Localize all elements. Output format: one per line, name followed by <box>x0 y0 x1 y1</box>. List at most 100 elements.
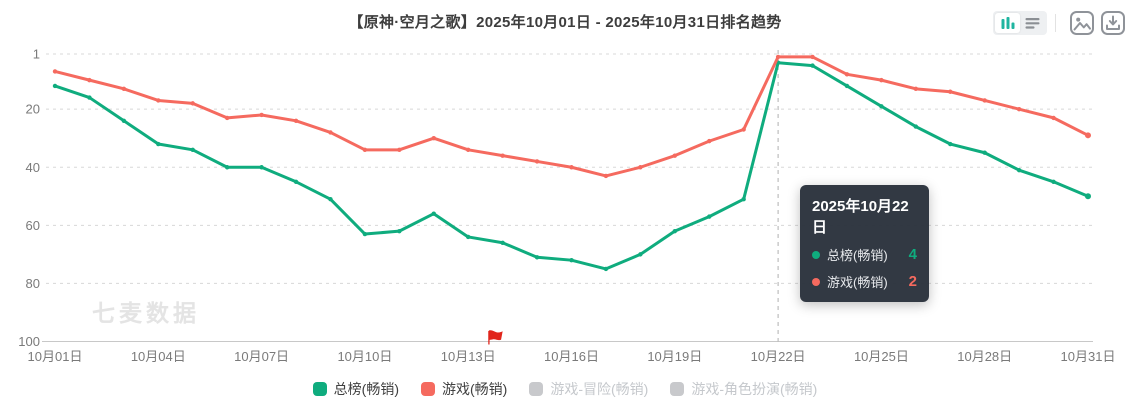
game-bestselling-point <box>362 147 368 153</box>
y-axis-label: 1 <box>33 47 40 62</box>
overall-bestselling-point <box>500 240 505 245</box>
game-bestselling-point <box>1085 132 1091 139</box>
overall-bestselling-point <box>879 104 884 109</box>
game-bestselling-point <box>879 77 884 83</box>
game-bestselling-point <box>466 147 471 153</box>
download-button[interactable] <box>1100 10 1126 36</box>
x-axis-label: 10月01日 <box>28 349 83 364</box>
overall-bestselling-point <box>362 231 368 237</box>
tooltip-date: 2025年10月22日 <box>812 198 909 236</box>
overall-bestselling-point <box>190 147 195 153</box>
series-dot-icon <box>812 277 820 286</box>
overall-bestselling-point <box>121 118 127 123</box>
x-axis-label: 10月13日 <box>441 349 496 364</box>
overall-bestselling-point <box>466 234 471 240</box>
overall-bestselling-point <box>397 228 402 234</box>
x-axis-label: 10月16日 <box>544 349 599 364</box>
game-bestselling-point <box>328 130 333 135</box>
game-bestselling-point <box>913 86 919 92</box>
legend-swatch-icon <box>312 382 327 396</box>
view-mode-toggle <box>993 11 1047 35</box>
overall-bestselling-point <box>1085 193 1091 200</box>
legend-label: 游戏(畅销) <box>442 381 508 397</box>
game-bestselling-point <box>87 77 92 83</box>
game-bestselling-point <box>672 153 677 158</box>
overall-bestselling-point <box>87 95 92 100</box>
overall-bestselling-point <box>638 252 643 257</box>
chart-toolbar <box>993 10 1126 36</box>
legend-item-overall-bestselling[interactable]: 总榜(畅销) <box>312 379 399 399</box>
legend-label: 游戏-角色扮演(畅销) <box>691 381 818 397</box>
y-axis-label: 60 <box>26 218 40 233</box>
overall-bestselling-point <box>224 165 230 170</box>
game-bestselling-point <box>224 115 230 121</box>
x-axis-label: 10月22日 <box>751 349 806 364</box>
game-bestselling-point <box>638 165 643 170</box>
game-bestselling-point <box>775 54 781 60</box>
game-bestselling-point <box>810 54 815 60</box>
game-bestselling-point <box>259 112 264 118</box>
overall-bestselling-point <box>431 211 436 216</box>
game-bestselling-point <box>569 165 574 170</box>
overall-bestselling-point <box>569 257 574 263</box>
legend-label: 总榜(畅销) <box>333 381 399 397</box>
game-bestselling-point <box>1016 106 1022 112</box>
overall-bestselling-point <box>293 179 299 184</box>
overall-bestselling-point <box>741 197 746 202</box>
overall-bestselling-point <box>603 266 609 272</box>
legend-item-game-bestselling[interactable]: 游戏(畅销) <box>421 379 507 399</box>
x-axis-label: 10月07日 <box>234 349 289 364</box>
bar-chart-icon <box>1001 17 1014 29</box>
y-axis-label: 20 <box>26 102 40 117</box>
game-bestselling-point <box>293 118 299 123</box>
y-axis-label: 100 <box>18 334 40 349</box>
legend-swatch-icon <box>529 382 544 396</box>
overall-bestselling-point <box>707 214 712 219</box>
chart-view-button[interactable] <box>995 13 1020 33</box>
legend-swatch-icon <box>421 382 435 396</box>
overall-bestselling-point <box>1016 167 1022 173</box>
series-dot-icon <box>812 250 820 259</box>
game-bestselling-point <box>156 98 161 103</box>
download-icon <box>1101 11 1125 35</box>
export-image-button[interactable] <box>1069 10 1095 36</box>
table-view-button[interactable] <box>1020 13 1045 33</box>
x-axis-label: 10月25日 <box>854 349 909 364</box>
overall-bestselling-point <box>259 165 264 170</box>
overall-bestselling-point <box>913 124 919 129</box>
x-axis-label: 10月31日 <box>1061 349 1116 364</box>
overall-bestselling-point <box>810 63 815 68</box>
legend-label: 游戏-冒险(畅销) <box>550 381 649 397</box>
overall-bestselling-point <box>328 197 333 202</box>
x-axis-label: 10月04日 <box>131 349 186 364</box>
game-bestselling-point <box>397 147 402 153</box>
export-image-icon <box>1070 11 1094 35</box>
legend-item-game-rpg-bestselling[interactable]: 游戏-角色扮演(畅销) <box>670 379 817 399</box>
legend-swatch-icon <box>670 382 685 396</box>
x-axis-label: 10月10日 <box>337 349 392 364</box>
event-flag-icon[interactable] <box>488 330 503 345</box>
toolbar-divider <box>1055 14 1056 32</box>
tooltip-row: 总榜(畅销) 4 <box>812 245 917 264</box>
overall-bestselling-point <box>52 83 58 89</box>
game-bestselling-point <box>431 136 436 141</box>
legend-item-game-adventure-bestselling[interactable]: 游戏-冒险(畅销) <box>529 379 648 399</box>
y-axis-label: 80 <box>26 276 40 291</box>
game-bestselling-point <box>948 89 953 94</box>
overall-bestselling-point <box>534 255 540 260</box>
overall-bestselling-point <box>982 150 987 155</box>
chart-title: 【原神·空月之歌】2025年10月01日 - 2025年10月31日排名趋势 <box>348 14 782 31</box>
overall-bestselling-point <box>948 141 953 147</box>
y-axis-label: 40 <box>26 160 40 175</box>
game-bestselling-point <box>982 98 987 103</box>
game-bestselling-point <box>707 138 712 144</box>
game-bestselling-point <box>534 159 540 164</box>
game-bestselling-point <box>190 101 195 106</box>
overall-bestselling-point <box>1051 179 1056 184</box>
overall-bestselling-point <box>156 141 161 147</box>
tooltip-row: 游戏(畅销) 2 <box>812 272 917 291</box>
x-axis-label: 10月19日 <box>647 349 702 364</box>
qimai-watermark: 七麦数据 <box>92 300 200 326</box>
